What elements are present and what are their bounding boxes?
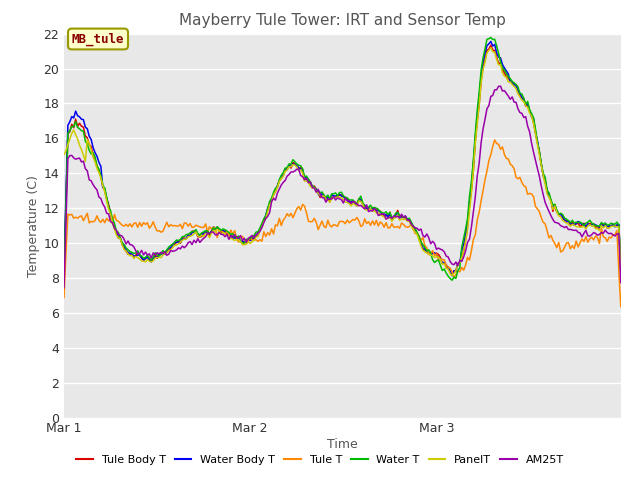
Y-axis label: Temperature (C): Temperature (C) [28,175,40,276]
Legend: Tule Body T, Water Body T, Tule T, Water T, PanelT, AM25T: Tule Body T, Water Body T, Tule T, Water… [72,451,568,469]
Text: MB_tule: MB_tule [72,32,124,46]
X-axis label: Time: Time [327,438,358,451]
Title: Mayberry Tule Tower: IRT and Sensor Temp: Mayberry Tule Tower: IRT and Sensor Temp [179,13,506,28]
